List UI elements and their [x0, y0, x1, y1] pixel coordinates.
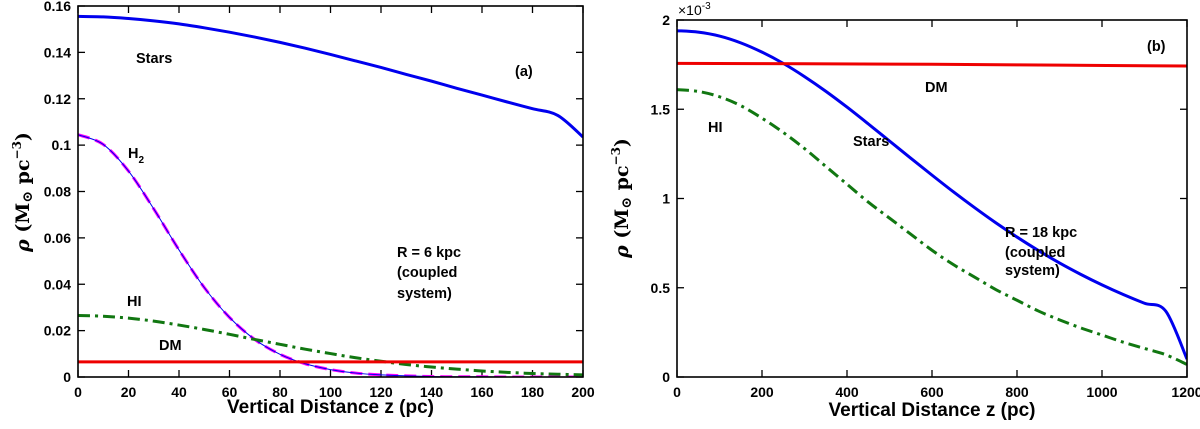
label-h2-main: H [128, 146, 138, 162]
ylabel-close-b: ) [611, 138, 633, 147]
ylabel-open: (M [12, 203, 34, 240]
panel-a: 0 20 40 60 80 100 120 140 160 180 200 0 0.02 0.04 0.06… [10, 0, 595, 418]
y-tick-label: 1.5 [651, 101, 671, 117]
ylabel-unit-b: pc [611, 165, 633, 196]
x-tick-label: 1000 [1086, 384, 1117, 400]
y-tick-label: 0.06 [44, 230, 71, 246]
label-stars-a: Stars [136, 51, 172, 67]
series-hi-line [677, 88, 1187, 366]
label-hi-b: HI [708, 120, 723, 136]
y-tick-label: 1 [662, 191, 670, 207]
panel-b-frame [676, 19, 1188, 378]
annotation-a-line2: (coupled [397, 265, 457, 281]
panel-b-label: (b) [1147, 39, 1166, 55]
ylabel-rho-b: ρ [611, 245, 633, 259]
scale-exp: -3 [702, 1, 711, 12]
ylabel-open-b: (M [611, 209, 633, 246]
y-tick-label: 0.08 [44, 184, 71, 200]
scale-base: ×10 [678, 2, 702, 18]
x-tick-label: 160 [470, 384, 494, 400]
x-tick-label: 100 [319, 384, 343, 400]
x-tick-label: 600 [920, 384, 944, 400]
label-stars-b: Stars [853, 134, 889, 150]
panel-b: 0 200 400 600 800 1000 1200 0 0.5 1 1.5 2 ×10-3 Ver… [609, 1, 1200, 421]
ylabel-exp: −3 [10, 141, 24, 159]
y-tick-label: 0.16 [44, 0, 71, 14]
x-tick-label: 800 [1005, 384, 1029, 400]
x-tick-label: 140 [420, 384, 444, 400]
label-dm-a: DM [159, 338, 182, 354]
ylabel-sun: ⊙ [20, 191, 36, 203]
y-tick-label: 0.1 [52, 137, 72, 153]
y-tick-label: 0.02 [44, 323, 71, 339]
x-tick-label: 200 [750, 384, 774, 400]
ylabel-sun-b: ⊙ [619, 197, 635, 209]
label-h2-sub: 2 [138, 155, 144, 166]
x-tick-label: 120 [369, 384, 393, 400]
y-tick-label: 0.12 [44, 91, 71, 107]
y-tick-label: 0 [662, 369, 670, 385]
ylabel-unit: pc [12, 159, 34, 190]
x-tick-label: 20 [121, 384, 137, 400]
label-hi-a: HI [127, 294, 142, 310]
series-hi-line [78, 314, 583, 377]
series-stars-line [677, 29, 1187, 360]
panel-a-frame [77, 5, 584, 378]
y-tick-label: 0.14 [44, 44, 71, 60]
y-tick-label: 0.5 [651, 280, 671, 296]
panel-b-series [677, 29, 1187, 366]
ylabel-close: ) [12, 132, 34, 141]
annotation-b-line3: system) [1005, 263, 1060, 279]
ylabel-exp-b: −3 [609, 147, 623, 165]
series-stars-line [78, 14, 583, 139]
label-h2-a: H2 [128, 146, 144, 166]
x-tick-label: 400 [835, 384, 859, 400]
panel-a-label: (a) [515, 64, 533, 80]
panel-a-ylabel: ρ (M⊙ pc−3) [10, 132, 36, 253]
annotation-b-line1: R = 18 kpc [1005, 225, 1077, 241]
y-tick-label: 0.04 [44, 276, 71, 292]
series-dm-line [677, 61, 1187, 68]
panel-b-ylabel: ρ (M⊙ pc−3) [609, 138, 635, 259]
panel-a-xlabel: Vertical Distance z (pc) [227, 397, 434, 418]
annotation-a-line1: R = 6 kpc [397, 245, 461, 261]
x-tick-label: 0 [673, 384, 681, 400]
panel-b-xlabel: Vertical Distance z (pc) [829, 400, 1036, 421]
x-tick-label: 40 [171, 384, 187, 400]
panel-b-tick-labels: 0 200 400 600 800 1000 1200 0 0.5 1 1.5 2 [651, 12, 1200, 400]
x-tick-label: 200 [571, 384, 595, 400]
x-tick-label: 0 [74, 384, 82, 400]
y-tick-label: 0 [63, 369, 71, 385]
ylabel-rho: ρ [12, 239, 34, 253]
panel-a-tick-labels: 0 20 40 60 80 100 120 140 160 180 200 0 0.02 0.04 0.06… [44, 0, 595, 400]
panel-b-scale-multiplier: ×10-3 [678, 1, 711, 18]
label-dm-b: DM [925, 80, 948, 96]
x-tick-label: 80 [272, 384, 288, 400]
x-tick-label: 60 [222, 384, 238, 400]
y-tick-label: 2 [662, 12, 670, 28]
annotation-b-line2: (coupled [1005, 245, 1065, 261]
x-tick-label: 1200 [1171, 384, 1200, 400]
annotation-a-line3: system) [397, 286, 452, 302]
x-tick-label: 180 [521, 384, 545, 400]
